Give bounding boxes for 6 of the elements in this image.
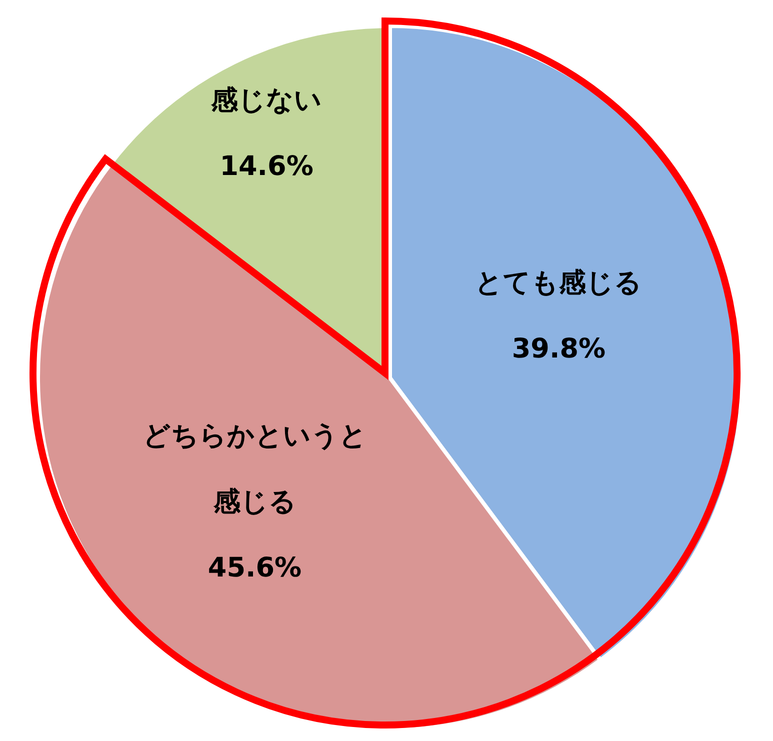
category-label: どちらかというと感じる bbox=[142, 420, 367, 518]
slice-label: 感じない bbox=[210, 84, 322, 116]
data-label: 14.6% bbox=[220, 150, 314, 182]
data-label: 39.8% bbox=[512, 332, 606, 364]
slice-label: とても感じる bbox=[475, 266, 642, 298]
data-label: 45.6% bbox=[208, 552, 302, 584]
